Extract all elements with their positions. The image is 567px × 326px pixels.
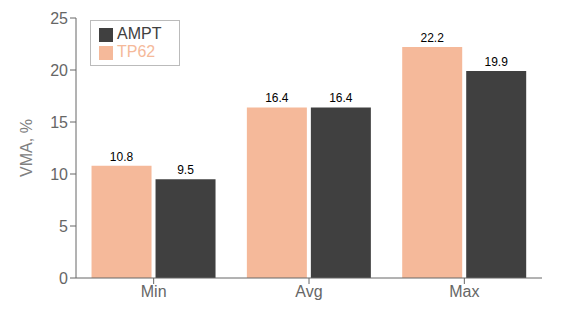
svg-text:0: 0 <box>59 270 68 287</box>
svg-text:25: 25 <box>50 10 68 27</box>
svg-text:16.4: 16.4 <box>265 91 289 105</box>
svg-text:20: 20 <box>50 62 68 79</box>
svg-text:9.5: 9.5 <box>177 163 194 177</box>
svg-text:Max: Max <box>449 283 479 300</box>
svg-text:10: 10 <box>50 166 68 183</box>
svg-text:Avg: Avg <box>295 283 322 300</box>
svg-text:VMA, %: VMA, % <box>18 119 35 177</box>
svg-text:15: 15 <box>50 114 68 131</box>
svg-text:5: 5 <box>59 218 68 235</box>
svg-text:Min: Min <box>141 283 167 300</box>
html-text:TP62: TP62 <box>117 43 156 60</box>
svg-text:16.4: 16.4 <box>329 91 353 105</box>
svg-text:10.8: 10.8 <box>110 150 134 164</box>
svg-text:19.9: 19.9 <box>485 55 509 69</box>
svg-text:22.2: 22.2 <box>421 31 445 45</box>
html-text:AMPT: AMPT <box>117 25 162 42</box>
